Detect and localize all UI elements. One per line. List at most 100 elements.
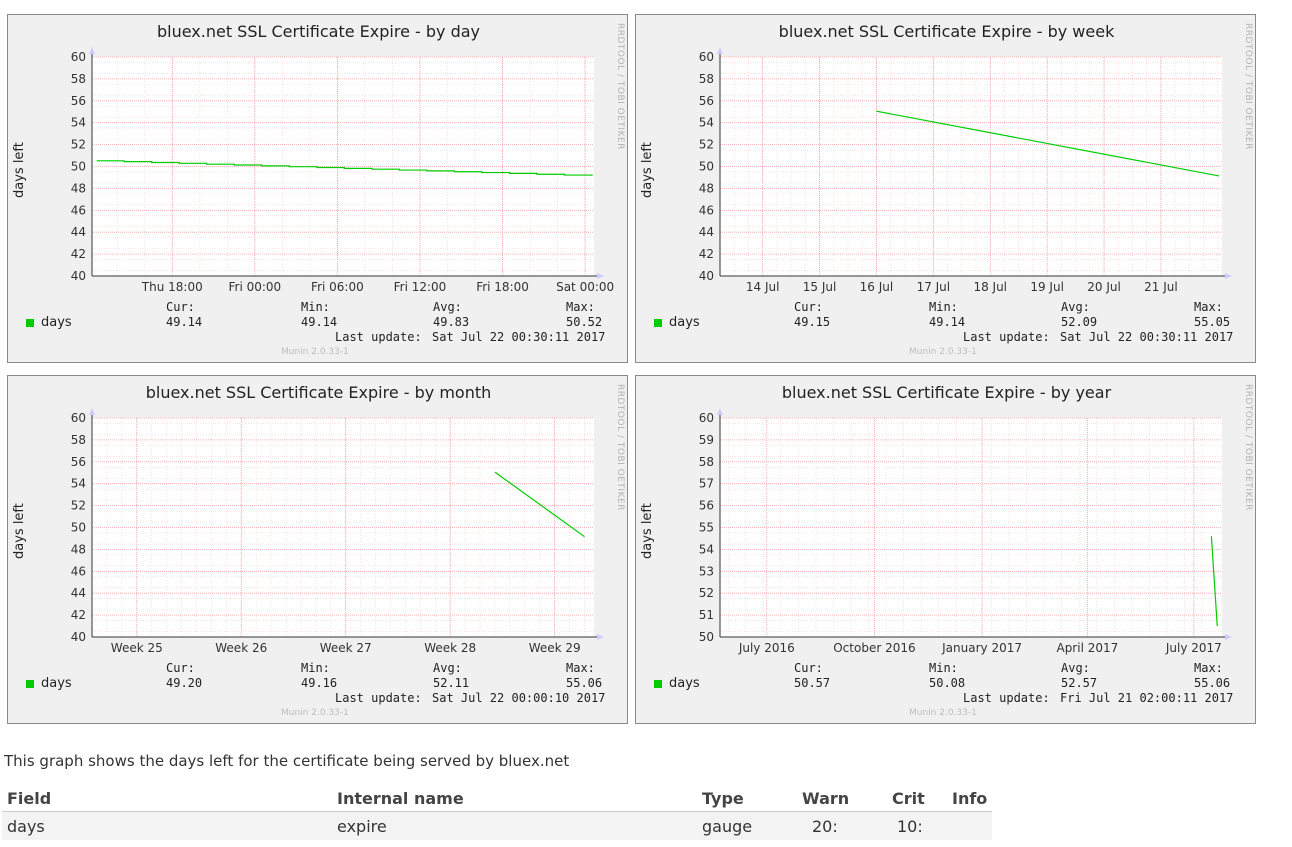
y-tick-label: 50: [71, 521, 86, 535]
legend-min-label: Min:: [929, 661, 958, 675]
x-tick-label: Week 29: [529, 641, 581, 655]
graph-month: bluex.net SSL Certificate Expire - by mo…: [7, 375, 628, 724]
series-line-days: [876, 110, 1220, 177]
y-tick-label: 58: [699, 72, 714, 86]
y-tick-label: 50: [699, 160, 714, 174]
x-tick-label: January 2017: [941, 641, 1022, 655]
legend-cur-value: 49.15: [794, 315, 831, 329]
legend-avg-label: Avg:: [433, 300, 462, 314]
fields-table: Field Internal name Type Warn Crit Info …: [2, 785, 993, 840]
y-tick-label: 40: [699, 269, 714, 283]
y-tick-label: 60: [699, 411, 714, 425]
legend-series-name: days: [41, 676, 72, 691]
legend-cur-label: Cur:: [166, 661, 195, 675]
x-axis-arrow: [1225, 273, 1232, 279]
cell-info: [947, 811, 993, 840]
y-tick-label: 48: [699, 181, 714, 195]
x-tick-label: April 2017: [1056, 641, 1118, 655]
y-tick-label: 42: [71, 247, 86, 261]
legend-cur-value: 49.14: [166, 315, 203, 329]
graph-title: bluex.net SSL Certificate Expire - by we…: [778, 22, 1115, 41]
legend-min-label: Min:: [929, 300, 958, 314]
last-update-value: Sat Jul 22 00:00:10 2017: [432, 691, 606, 705]
y-tick-label: 42: [699, 247, 714, 261]
x-tick-label: Sat 00:00: [556, 280, 614, 294]
cell-type: gauge: [697, 811, 797, 840]
y-tick-label: 52: [71, 499, 86, 513]
cell-internal-name: expire: [332, 811, 697, 840]
legend-max-label: Max:: [566, 300, 595, 314]
y-tick-label: 54: [71, 116, 86, 130]
y-tick-label: 44: [71, 225, 86, 239]
legend-avg-label: Avg:: [433, 661, 462, 675]
legend-series-name: days: [41, 315, 72, 330]
col-info: Info: [947, 785, 993, 812]
y-tick-label: 52: [71, 138, 86, 152]
y-tick-label: 48: [71, 181, 86, 195]
last-update-label: Last update:: [335, 330, 422, 344]
x-tick-label: July 2016: [738, 641, 795, 655]
legend-max-value: 50.52: [566, 315, 603, 329]
rrdtool-credit: RRDTOOL / TOBI OETIKER: [615, 384, 625, 511]
legend-series-name: days: [669, 315, 700, 330]
x-axis-arrow: [597, 273, 604, 279]
y-tick-label: 44: [699, 225, 714, 239]
x-tick-label: 14 Jul: [746, 280, 780, 294]
graph-description: This graph shows the days left for the c…: [4, 752, 570, 770]
y-tick-label: 54: [699, 542, 714, 556]
last-update-value: Sat Jul 22 00:30:11 2017: [1060, 330, 1234, 344]
legend-max-value: 55.06: [1194, 676, 1231, 690]
legend-cur-label: Cur:: [166, 300, 195, 314]
y-tick-label: 40: [71, 630, 86, 644]
y-tick-label: 56: [71, 94, 86, 108]
y-tick-label: 46: [699, 203, 714, 217]
y-tick-label: 53: [699, 564, 714, 578]
col-type-link[interactable]: Type: [697, 785, 797, 812]
graph-week: bluex.net SSL Certificate Expire - by we…: [635, 14, 1256, 363]
legend-max-label: Max:: [566, 661, 595, 675]
plot-area: 40 42 44 46 48 50 52 54 56 58 60 Week 25 Week 26 Week…: [71, 408, 604, 655]
graph-year: bluex.net SSL Certificate Expire - by ye…: [635, 375, 1256, 724]
legend-cur-value: 50.57: [794, 676, 831, 690]
legend-cur-label: Cur:: [794, 661, 823, 675]
graph-day: bluex.net SSL Certificate Expire - by da…: [7, 14, 628, 363]
graph-title: bluex.net SSL Certificate Expire - by da…: [156, 22, 481, 41]
y-tick-label: 40: [71, 269, 86, 283]
legend-cur-value: 49.20: [166, 676, 203, 690]
y-tick-label: 58: [71, 72, 86, 86]
y-axis-arrow: [717, 47, 723, 54]
y-axis-arrow: [89, 408, 95, 415]
last-update-label: Last update:: [963, 330, 1050, 344]
y-tick-label: 56: [699, 94, 714, 108]
x-tick-label: Week 25: [111, 641, 163, 655]
x-tick-label: Fri 12:00: [394, 280, 447, 294]
x-tick-label: Week 26: [215, 641, 267, 655]
y-tick-label: 48: [71, 542, 86, 556]
legend-max-value: 55.06: [566, 676, 603, 690]
legend-avg-label: Avg:: [1061, 300, 1090, 314]
y-tick-label: 55: [699, 521, 714, 535]
legend-avg-value: 52.11: [433, 676, 470, 690]
y-tick-label: 59: [699, 433, 714, 447]
y-tick-label: 58: [699, 455, 714, 469]
rrdtool-credit: RRDTOOL / TOBI OETIKER: [615, 23, 625, 150]
y-tick-label: 50: [71, 160, 86, 174]
legend-avg-label: Avg:: [1061, 661, 1090, 675]
x-tick-label: October 2016: [833, 641, 915, 655]
series-line-days: [494, 471, 585, 538]
munin-version: Munin 2.0.33-1: [281, 708, 349, 718]
plot-area: 50 51 52 53 54 55 56 57 58 59 60 July 2016 October 2…: [699, 408, 1232, 655]
legend-min-label: Min:: [301, 300, 330, 314]
y-axis-arrow: [717, 408, 723, 415]
col-crit: Crit: [887, 785, 947, 812]
legend-avg-value: 52.57: [1061, 676, 1098, 690]
x-tick-label: 20 Jul: [1087, 280, 1121, 294]
last-update-value: Fri Jul 21 02:00:11 2017: [1060, 691, 1234, 705]
x-tick-label: 17 Jul: [917, 280, 951, 294]
y-tick-label: 52: [699, 138, 714, 152]
x-tick-label: Fri 18:00: [476, 280, 529, 294]
col-field: Field: [2, 785, 332, 812]
y-tick-label: 60: [71, 411, 86, 425]
x-tick-label: Fri 00:00: [228, 280, 281, 294]
legend-series-name: days: [669, 676, 700, 691]
